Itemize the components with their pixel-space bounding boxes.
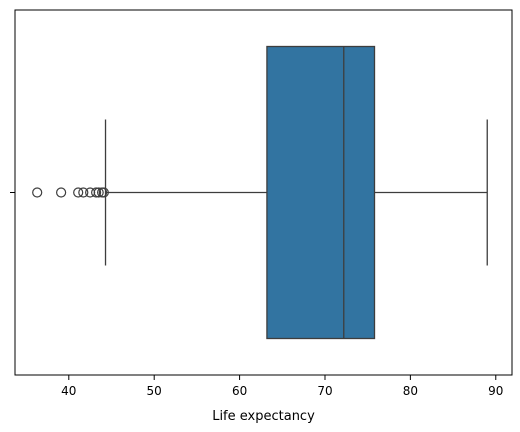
outlier-point [98, 187, 109, 198]
x-axis-ticks: 40 50 60 70 80 90 [61, 375, 503, 398]
x-tick-label: 60 [232, 384, 247, 398]
x-tick-label: 50 [147, 384, 162, 398]
chart-marks [32, 45, 488, 340]
x-tick-label: 90 [488, 384, 503, 398]
outlier-point [56, 187, 67, 198]
outlier-point [32, 187, 43, 198]
x-axis-label: Life expectancy [212, 409, 315, 424]
x-tick-label: 70 [317, 384, 332, 398]
outlier-point [73, 187, 84, 198]
x-tick-label: 40 [61, 384, 76, 398]
x-tick-label: 80 [403, 384, 418, 398]
outlier-point [93, 187, 104, 198]
iqr-box [266, 45, 376, 340]
outlier-point [78, 187, 89, 198]
outlier-point [91, 187, 102, 198]
